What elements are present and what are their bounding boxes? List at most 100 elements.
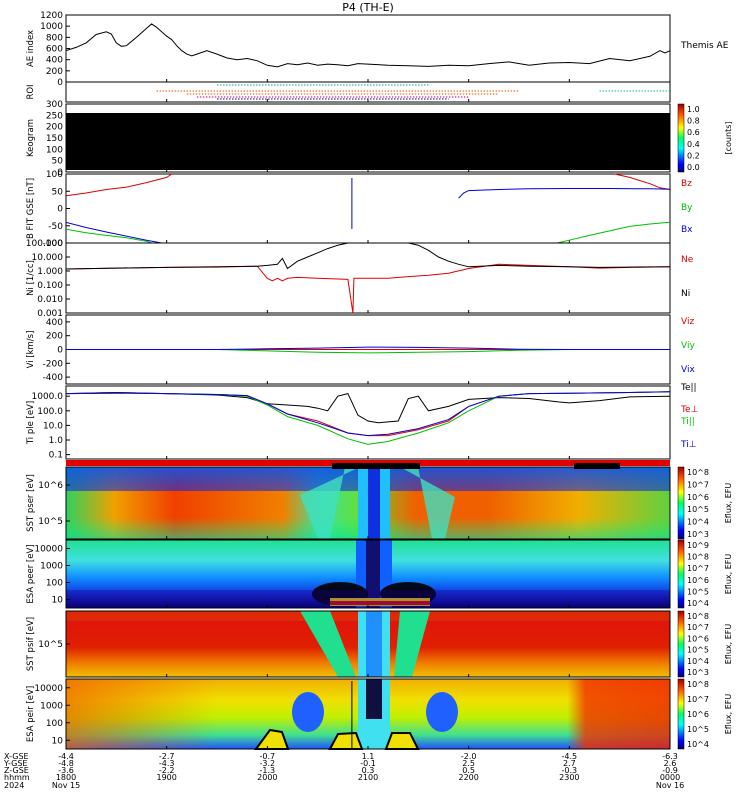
coord-value: -6.3 xyxy=(662,752,678,761)
series-line-Viy xyxy=(66,349,670,354)
legend-Ti⊥: Ti⊥ xyxy=(680,440,697,450)
colorbar-tick-label: 10^7 xyxy=(687,623,709,632)
coord-value: 2.6 xyxy=(664,759,677,768)
coord-value: 0.3 xyxy=(362,766,375,775)
coord-value: -2.0 xyxy=(461,752,477,761)
y-tick-label: 100 xyxy=(46,719,63,729)
coord-value: -4.3 xyxy=(159,759,175,768)
date-start: Nov 15 xyxy=(52,781,80,790)
colorbar-tick-label: 10^4 xyxy=(687,740,709,749)
x-tick-label: 1800 xyxy=(56,773,76,782)
y-tick-label: 600 xyxy=(46,45,63,55)
colorbar xyxy=(677,466,685,540)
panel-t: 1000.0 100.0 10.0 1.0 0.1 xyxy=(32,385,671,461)
y-tick-label: 1000 xyxy=(40,701,63,711)
y-tick-label: 50 xyxy=(52,157,64,167)
y-tick-label: 1200 xyxy=(40,11,63,21)
y-tick-label: 10.0 xyxy=(43,421,63,431)
colorbar xyxy=(677,103,685,173)
colorbar-tick-label: 10^7 xyxy=(687,480,709,489)
y-tick-label: 300 xyxy=(46,100,63,110)
y-tick-label: 400 xyxy=(46,56,63,66)
legend-Te||: Te|| xyxy=(680,383,697,393)
legend-Bx: Bx xyxy=(681,225,693,235)
y-axis-label: ESA peir [eV] xyxy=(26,686,36,742)
y-axis-label: ESA peer [eV] xyxy=(26,544,36,603)
plot-title: P4 (TH-E) xyxy=(342,1,394,14)
colorbar-tick-label: 0.6 xyxy=(687,128,700,137)
coord-value: 1.1 xyxy=(362,752,375,761)
colorbar xyxy=(677,610,685,678)
y-axis-label: Ni [1/cc] xyxy=(26,260,36,296)
y-tick-label: 1.0 xyxy=(49,436,64,446)
colorbar-tick-label: 10^9 xyxy=(687,541,709,550)
panels: 1200100080060040020003002502001501005001… xyxy=(26,11,733,750)
colorbar xyxy=(677,678,685,750)
y-tick-label: 100 xyxy=(46,145,63,155)
spectrogram-images xyxy=(66,113,670,750)
coord-value: 0.5 xyxy=(462,766,475,775)
coord-value: -0.9 xyxy=(662,766,678,775)
y-tick-label: -400 xyxy=(43,373,64,383)
coord-row-label: Z-GSE xyxy=(4,766,29,775)
y-tick-label: 400 xyxy=(46,318,63,328)
colorbar-tick-label: 0.2 xyxy=(687,151,700,160)
legend-Viz: Viz xyxy=(681,317,694,327)
y-tick-label: 10^6 xyxy=(38,481,63,491)
y-axis-label: B FIT GSE [nT] xyxy=(26,178,36,239)
colorbar-tick-label: 10^8 xyxy=(687,612,709,621)
y-tick-label: 1.000 xyxy=(37,267,63,277)
coord-value: -4.8 xyxy=(58,759,74,768)
x-tick-label: 1900 xyxy=(156,773,176,782)
colorbar-label: Eflux, EFU xyxy=(724,483,733,524)
panel-frame xyxy=(65,385,671,460)
y-tick-label: 10 xyxy=(52,736,64,746)
legend-Viy: Viy xyxy=(681,341,695,351)
series-line-Themis AE xyxy=(66,23,670,68)
legend-Ni: Ni xyxy=(681,289,690,299)
colorbar-tick-label: 10^8 xyxy=(687,680,709,689)
series-line-By xyxy=(66,228,152,244)
colorbar-tick-label: 10^8 xyxy=(687,553,709,562)
legend-Ne: Ne xyxy=(681,255,694,265)
coord-value: -4.4 xyxy=(58,752,74,761)
colorbar-tick-label: 10^5 xyxy=(687,587,709,596)
y-tick-label: 0 xyxy=(57,205,63,215)
y-tick-label: 0.010 xyxy=(37,295,63,305)
y-axis-label: Ti ple [eV] xyxy=(26,401,36,445)
panel-b: 100 50 0 -50 -100 xyxy=(43,170,671,249)
colorbar-tick-label: 10^6 xyxy=(687,634,709,643)
panel-sst_i: 10^5 10^8 10^7 10^6 10^5 10^4 10^3 Eflux, EFU xyxy=(38,610,733,678)
panel-n: 100.000 10.000 1.000 0.100 0.010 0.001 xyxy=(26,239,671,319)
y-axis-label: SST pser [eV] xyxy=(26,474,36,532)
panel-esa_i: 10000 1000 100 10 10^8 10^7 10^6 10^5 10^4 Eflux,… xyxy=(34,678,733,750)
series-line-Bx xyxy=(458,188,670,199)
y-tick-label: 0 xyxy=(57,346,63,356)
y-tick-label: 1000 xyxy=(40,562,63,572)
colorbar-tick-label: 0.8 xyxy=(687,117,700,126)
y-tick-label: 10.000 xyxy=(32,253,64,263)
colorbar-tick-label: 10^6 xyxy=(687,576,709,585)
colorbar-tick-label: 10^3 xyxy=(687,530,709,539)
colorbar-tick-label: 10^3 xyxy=(687,668,709,677)
series-group xyxy=(66,23,670,68)
series-group xyxy=(66,242,670,314)
series-group xyxy=(66,173,670,244)
y-axis-label: AE index xyxy=(26,30,36,67)
series-line-Te⊥ xyxy=(66,391,670,437)
x-tick-label: 0000 xyxy=(660,773,680,782)
x-axis: X-GSE -4.4 -2.7 -0.7 1.1 -2.0 -4.5 -6.3 Y-GSE -4.… xyxy=(3,752,684,790)
y-axis-label: ROI xyxy=(26,84,36,99)
colorbar-tick-label: 1.0 xyxy=(687,105,700,114)
y-tick-label: 0 xyxy=(57,78,63,88)
y-tick-label: 150 xyxy=(46,134,63,144)
y-axis-label: Vi [km/s] xyxy=(26,331,36,369)
y-tick-label: 0.001 xyxy=(37,309,63,319)
colorbar-label: Eflux, EFU xyxy=(724,554,733,595)
series-line-Ne xyxy=(66,263,670,314)
x-tick-label: 2300 xyxy=(559,773,579,782)
colorbar-tick-label: 10^4 xyxy=(687,599,709,608)
y-tick-label: 50 xyxy=(52,187,64,197)
colorbar-label: Eflux, EFU xyxy=(724,624,733,665)
colorbar-tick-label: 10^5 xyxy=(687,725,709,734)
